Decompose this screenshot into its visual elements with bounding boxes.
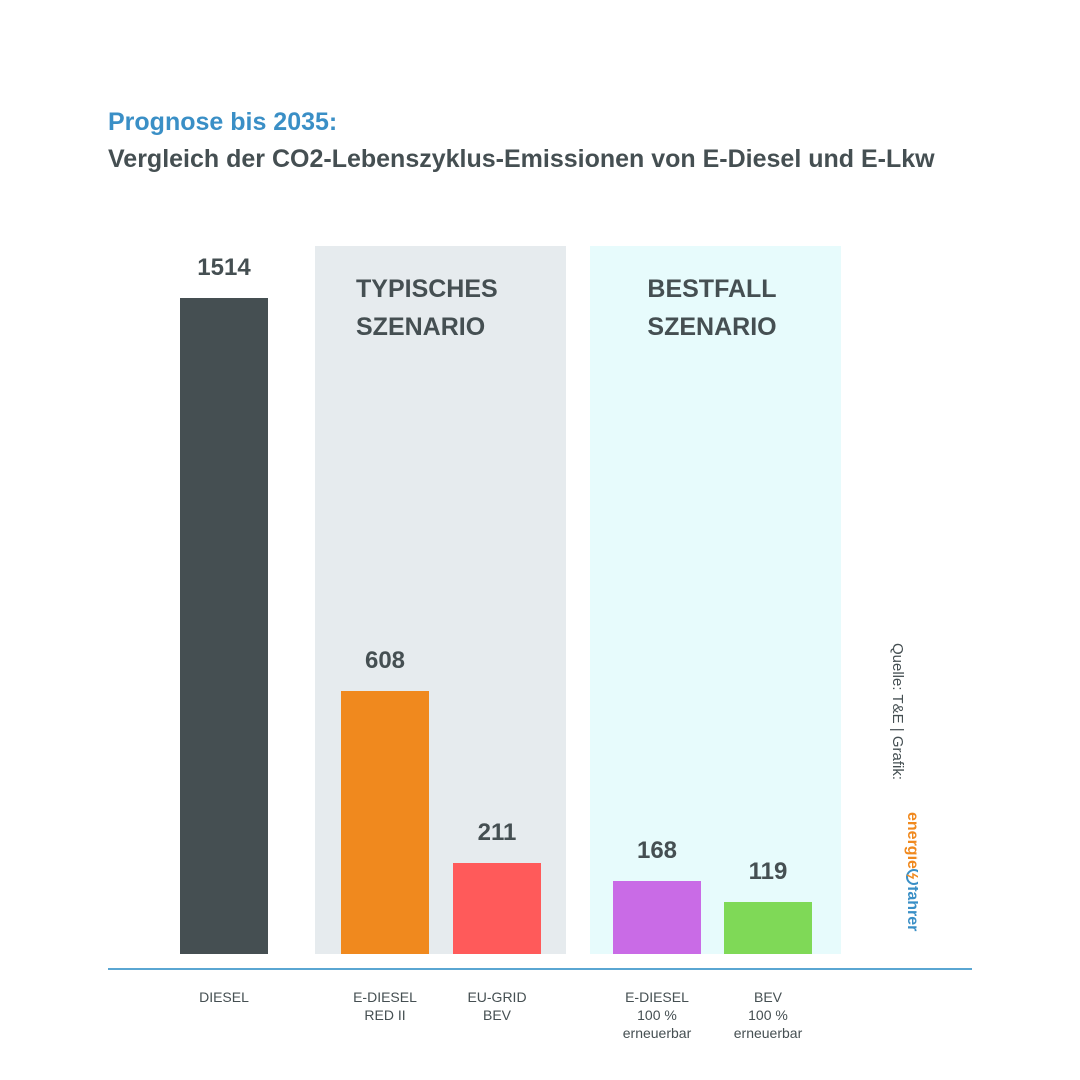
logo-bolt-icon	[906, 869, 918, 885]
panel-bestfall-szenario	[590, 246, 841, 954]
group-label-typisches-szenario: TYPISCHES SZENARIO	[356, 275, 498, 341]
logo-bolt-path	[906, 872, 918, 880]
chart-title: Prognose bis 2035:	[108, 108, 338, 136]
bar-e-diesel-red-ii	[341, 690, 429, 954]
value-label-e-diesel-red-ii: 608	[364, 646, 406, 674]
energie-fahrer-logo: energie fahrer	[904, 812, 918, 931]
category-label-eu-grid-bev: EU-GRID BEV	[467, 989, 527, 1023]
category-label-e-diesel-100-erneuerbar: E-DIESEL 100 % erneuerbar	[622, 989, 692, 1041]
chart-subtitle: Vergleich der CO2-Lebenszyklus-Emissione…	[108, 145, 935, 173]
value-label-diesel: 1514	[197, 254, 251, 281]
logo-text-energie: energie	[904, 812, 918, 869]
bar-e-diesel-100-erneuerbar	[613, 881, 701, 954]
logo-text-fahrer: fahrer	[904, 886, 918, 931]
x-axis-baseline	[108, 968, 972, 970]
value-label-bev-100-erneuerbar: 119	[748, 858, 788, 886]
value-label-eu-grid-bev: 211	[477, 818, 517, 846]
bar-eu-grid-bev	[453, 862, 541, 954]
bar-diesel	[180, 298, 268, 954]
category-label-bev-100-erneuerbar: BEV 100 % erneuerbar	[733, 989, 803, 1041]
bar-bev-100-erneuerbar	[724, 902, 812, 954]
category-label-e-diesel-red-ii: E-DIESEL RED II	[353, 989, 417, 1023]
category-label-diesel: DIESEL	[199, 989, 249, 1005]
group-label-bestfall-szenario: BESTFALL SZENARIO	[647, 275, 777, 341]
source-note: Quelle: T&E | Grafik:	[889, 643, 906, 780]
value-label-e-diesel-100-erneuerbar: 168	[636, 837, 678, 865]
